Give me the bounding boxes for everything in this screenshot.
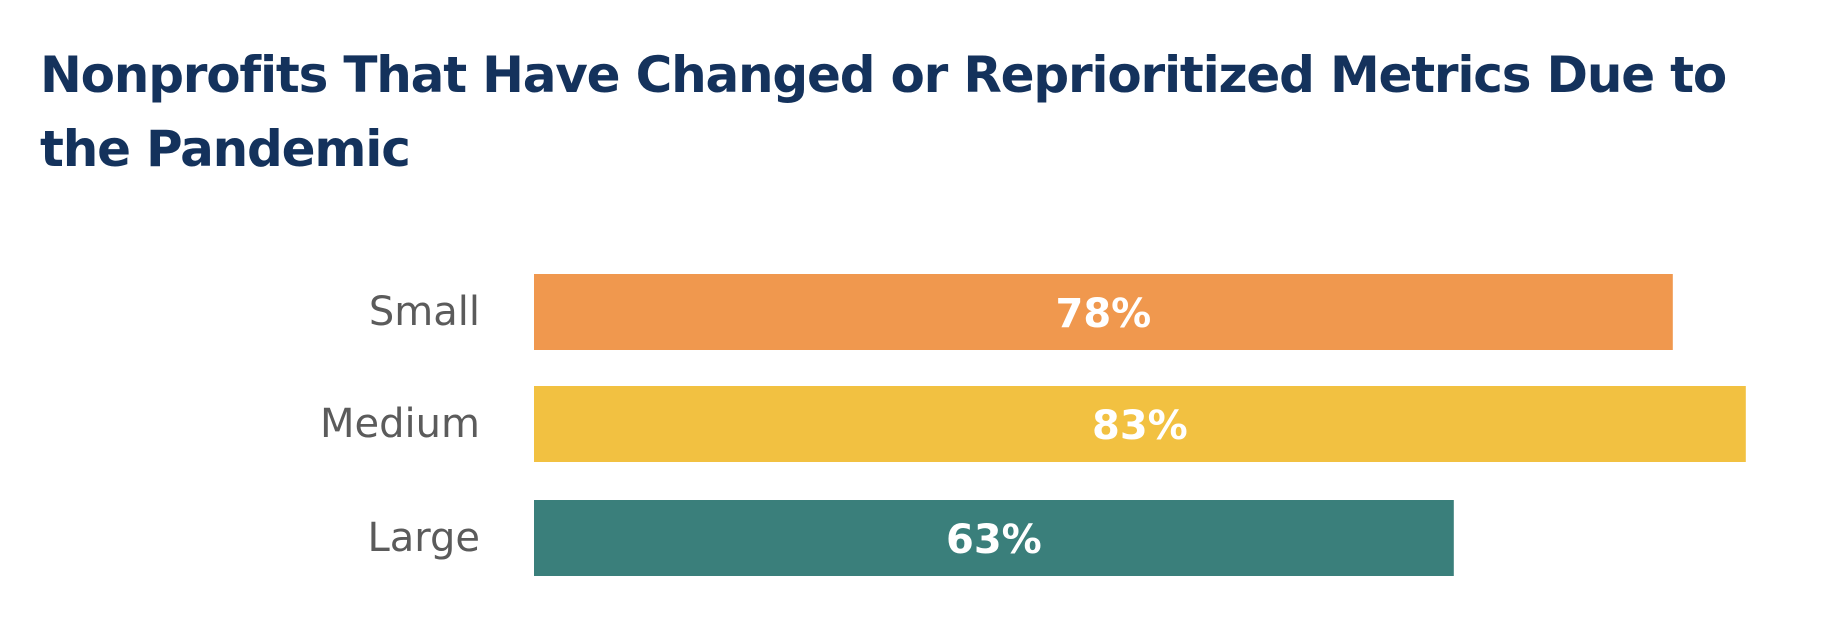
bar-small	[534, 274, 1673, 350]
category-label-large: Large	[367, 515, 480, 561]
chart-title: Nonprofits That Have Changed or Repriori…	[40, 46, 1727, 178]
bar-large	[534, 500, 1454, 576]
category-label-small: Small	[369, 289, 480, 335]
bar-medium	[534, 386, 1746, 462]
bar-value-label-medium: 83%	[1092, 403, 1188, 449]
bar-value-label-small: 78%	[1056, 291, 1152, 337]
category-label-medium: Medium	[320, 401, 480, 447]
bar-value-label-large: 63%	[946, 517, 1042, 563]
